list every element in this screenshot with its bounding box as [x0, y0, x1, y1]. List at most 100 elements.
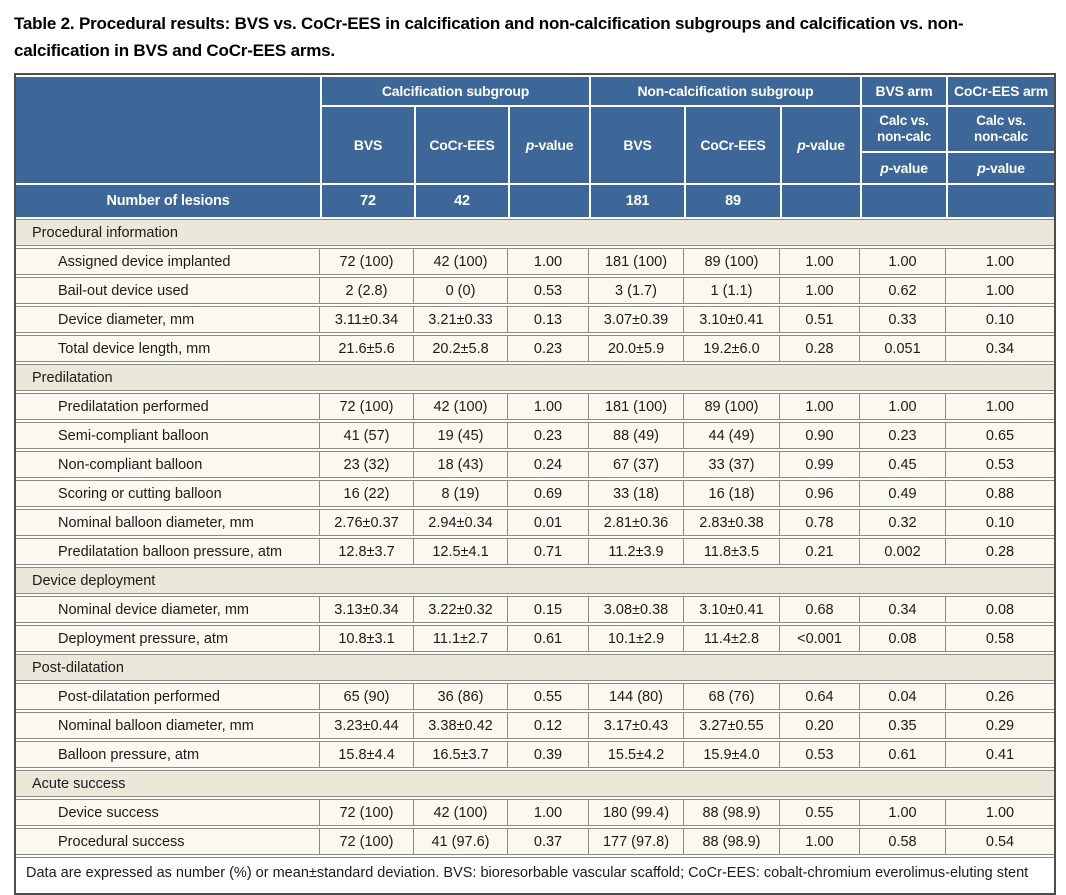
cell-value: 2 (2.8) [320, 277, 414, 305]
p-rest: -value [888, 159, 928, 176]
cell-value: 12.8±3.7 [320, 538, 414, 566]
cell-value: 3.21±0.33 [414, 306, 508, 334]
cell-value: 88 (98.9) [684, 799, 780, 827]
cell-value: 177 (97.8) [589, 828, 684, 856]
cell-value: 0.69 [508, 480, 589, 508]
cell-value: 1.00 [946, 248, 1055, 276]
cell-value: 72 (100) [320, 393, 414, 421]
header-bvs-arm-comparison: Calc vs. non-calc [860, 107, 947, 151]
cell-value: 0.26 [946, 683, 1055, 711]
section-row: Device deployment [16, 567, 1055, 595]
cell-value: 0.41 [946, 741, 1055, 769]
cell-value: 0.62 [860, 277, 947, 305]
cell-value: 36 (86) [414, 683, 508, 711]
cell-value: 18 (43) [414, 451, 508, 479]
lesions-value: 42 [414, 185, 508, 218]
table-row: Deployment pressure, atm 10.8±3.1 11.1±2.7… [16, 625, 1055, 653]
cell-value: 0.04 [860, 683, 947, 711]
cell-value: 0.51 [780, 306, 861, 334]
cell-value: 23 (32) [320, 451, 414, 479]
p-italic: p [797, 137, 806, 154]
cell-value: 2.94±0.34 [414, 509, 508, 537]
table-row: Nominal balloon diameter, mm 3.23±0.44 3.3… [16, 712, 1055, 740]
cell-value: 0.99 [780, 451, 861, 479]
cell-value: 1 (1.1) [684, 277, 780, 305]
cell-value: 3 (1.7) [589, 277, 684, 305]
cell-value: 1.00 [508, 799, 589, 827]
row-label: Non-compliant balloon [16, 451, 320, 479]
table-footer: Data are expressed as number (%) or mean… [16, 857, 1055, 892]
cell-value: 19.2±6.0 [684, 335, 780, 363]
cell-value: 20.0±5.9 [589, 335, 684, 363]
table-row: Predilatation balloon pressure, atm 12.8±… [16, 538, 1055, 566]
cell-value: 3.27±0.55 [684, 712, 780, 740]
cell-value: 0.08 [860, 625, 947, 653]
row-label: Assigned device implanted [16, 248, 320, 276]
cell-value: 1.00 [946, 277, 1055, 305]
header-calcification-subgroup: Calcification subgroup [320, 77, 589, 106]
cell-value: 42 (100) [414, 393, 508, 421]
cell-value: 21.6±5.6 [320, 335, 414, 363]
cell-value: 0 (0) [414, 277, 508, 305]
table-row: Post-dilatation performed 65 (90) 36 (86) 0… [16, 683, 1055, 711]
row-label: Device success [16, 799, 320, 827]
table-body: Procedural information Assigned device im… [16, 219, 1055, 856]
calc-vs-line1: Calc vs. [879, 112, 929, 128]
cell-value: 0.20 [780, 712, 861, 740]
number-of-lesions-row: Number of lesions 72 42 181 89 [16, 185, 1055, 218]
cell-value: 0.71 [508, 538, 589, 566]
lesions-value [946, 185, 1055, 218]
cell-value: 0.23 [508, 422, 589, 450]
section-row: Predilatation [16, 364, 1055, 392]
cell-value: 16 (18) [684, 480, 780, 508]
cell-value: 0.34 [860, 596, 947, 624]
table-row: Scoring or cutting balloon 16 (22) 8 (19) 0… [16, 480, 1055, 508]
cell-value: 0.39 [508, 741, 589, 769]
cell-value: 1.00 [508, 248, 589, 276]
header-noncalc-pvalue: p-value [780, 107, 861, 184]
section-title: Post-dilatation [16, 654, 1055, 682]
section-row: Procedural information [16, 219, 1055, 247]
cell-value: 0.29 [946, 712, 1055, 740]
section-title: Acute success [16, 770, 1055, 798]
cell-value: 72 (100) [320, 828, 414, 856]
cell-value: 67 (37) [589, 451, 684, 479]
cell-value: 2.76±0.37 [320, 509, 414, 537]
cell-value: 1.00 [780, 828, 861, 856]
table-row: Non-compliant balloon 23 (32) 18 (43) 0.24 6… [16, 451, 1055, 479]
row-label: Predilatation performed [16, 393, 320, 421]
cell-value: 3.13±0.34 [320, 596, 414, 624]
cell-value: 3.22±0.32 [414, 596, 508, 624]
cell-value: 1.00 [780, 277, 861, 305]
cell-value: 1.00 [860, 393, 947, 421]
p-italic: p [977, 159, 986, 176]
row-label: Scoring or cutting balloon [16, 480, 320, 508]
cell-value: 41 (57) [320, 422, 414, 450]
header-calc-pvalue: p-value [508, 107, 589, 184]
cell-value: 72 (100) [320, 799, 414, 827]
section-title: Procedural information [16, 219, 1055, 247]
cell-value: 8 (19) [414, 480, 508, 508]
header-cocr-ees-arm: CoCr-EES arm [946, 77, 1055, 106]
table-row: Nominal balloon diameter, mm 2.76±0.37 2.9… [16, 509, 1055, 537]
cell-value: 10.1±2.9 [589, 625, 684, 653]
cell-value: 0.12 [508, 712, 589, 740]
cell-value: 12.5±4.1 [414, 538, 508, 566]
cell-value: 1.00 [860, 799, 947, 827]
table-row: Predilatation performed 72 (100) 42 (100) 1… [16, 393, 1055, 421]
row-label: Semi-compliant balloon [16, 422, 320, 450]
cell-value: 0.53 [780, 741, 861, 769]
row-label: Procedural success [16, 828, 320, 856]
cell-value: 42 (100) [414, 248, 508, 276]
calc-vs-line1: Calc vs. [976, 112, 1026, 128]
cell-value: 0.15 [508, 596, 589, 624]
cell-value: 0.65 [946, 422, 1055, 450]
row-label: Nominal balloon diameter, mm [16, 712, 320, 740]
table-row: Semi-compliant balloon 41 (57) 19 (45) 0.23… [16, 422, 1055, 450]
header-row-groups: Calcification subgroup Non-calcification… [16, 77, 1055, 184]
table-row: Device diameter, mm 3.11±0.34 3.21±0.33 0.1… [16, 306, 1055, 334]
cell-value: 0.54 [946, 828, 1055, 856]
cell-value: 0.37 [508, 828, 589, 856]
cell-value: 20.2±5.8 [414, 335, 508, 363]
